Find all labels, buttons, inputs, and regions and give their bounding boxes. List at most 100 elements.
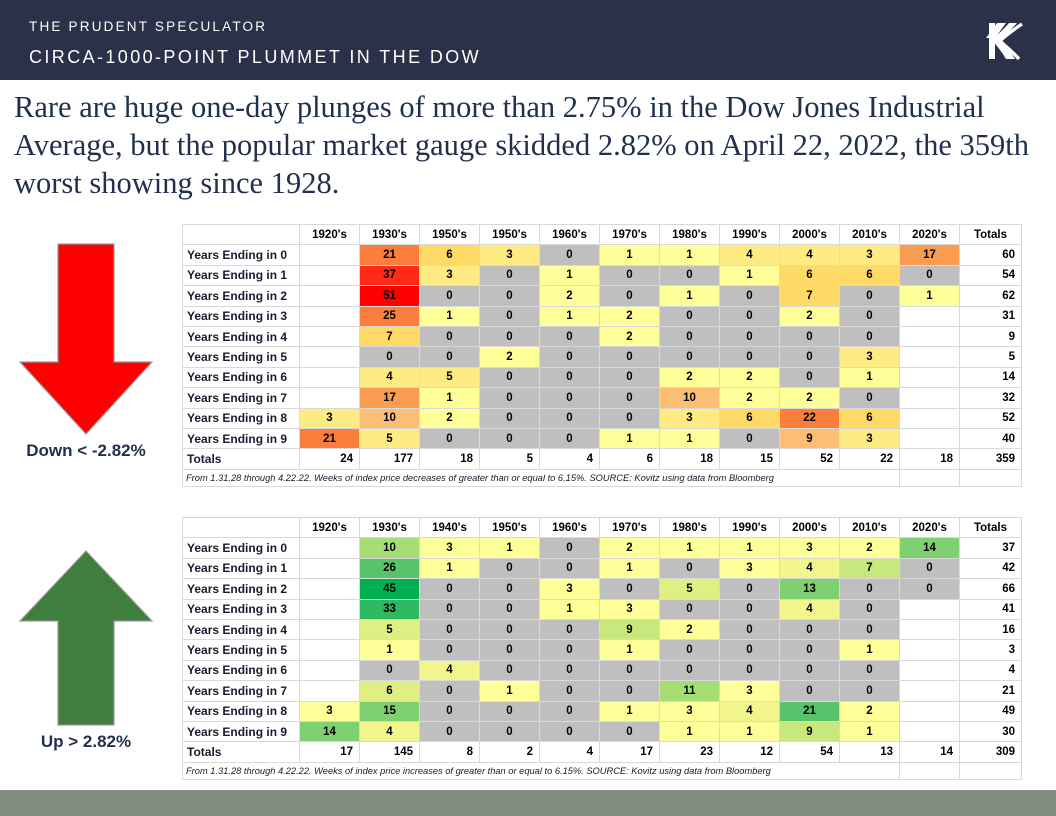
- grand-total: 359: [959, 448, 1022, 470]
- cell-r9-c8: 9: [779, 720, 840, 743]
- cell-r7-c1: 6: [359, 680, 420, 702]
- table-row: Years Ending in 3 25 1 0 1 2 0 0 2 0 31: [182, 305, 1022, 327]
- note-spacer-1: [899, 761, 960, 780]
- column-header-3: 1950's: [479, 516, 540, 539]
- column-header-9: 2010's: [839, 516, 900, 539]
- row-label: Years Ending in 5: [182, 639, 300, 661]
- cell-r3-c8: 2: [779, 305, 840, 327]
- table-note-row: From 1.31.28 through 4.22.22. Weeks of i…: [182, 468, 1022, 487]
- row-total: 3: [959, 639, 1022, 661]
- cell-r0-c8: 3: [779, 537, 840, 559]
- row-label: Years Ending in 0: [182, 537, 300, 559]
- cell-r1-c8: 4: [779, 557, 840, 580]
- cell-r9-c7: 0: [719, 427, 780, 450]
- cell-r9-c0: 14: [299, 720, 360, 743]
- cell-r8-c4: 0: [539, 407, 600, 429]
- column-total-10: 14: [899, 741, 960, 763]
- cell-r2-c6: 1: [659, 285, 720, 307]
- heatmap-table-up: 1920's 1930's 1940's 1950's 1960's 1970's 1980…: [182, 516, 1022, 780]
- cell-r1-c9: 6: [839, 264, 900, 287]
- cell-r2-c3: 0: [479, 578, 540, 600]
- cell-r2-c9: 0: [839, 285, 900, 307]
- cell-r5-c0: [299, 639, 360, 661]
- cell-r7-c4: 0: [539, 387, 600, 409]
- cell-r6-c3: 0: [479, 659, 540, 682]
- cell-r1-c7: 1: [719, 264, 780, 287]
- row-label: Years Ending in 2: [182, 578, 300, 600]
- totals-row-label: Totals: [182, 741, 300, 763]
- cell-r3-c0: [299, 305, 360, 327]
- column-header-1: 1930's: [359, 223, 420, 246]
- cell-r8-c5: 0: [599, 407, 660, 429]
- row-label: Years Ending in 8: [182, 407, 300, 429]
- cell-r5-c10: [899, 346, 960, 368]
- cell-r0-c7: 1: [719, 537, 780, 559]
- cell-r0-c0: [299, 537, 360, 559]
- column-total-10: 18: [899, 448, 960, 470]
- cell-r4-c5: 9: [599, 618, 660, 641]
- cell-r5-c2: 0: [419, 346, 480, 368]
- cell-r8-c9: 6: [839, 407, 900, 429]
- column-header-8: 2000's: [779, 516, 840, 539]
- cell-r8-c2: 0: [419, 700, 480, 722]
- column-total-2: 18: [419, 448, 480, 470]
- row-total: 52: [959, 407, 1022, 429]
- table-row: Years Ending in 0 10 3 1 0 2 1 1 3 2 14 37: [182, 537, 1022, 559]
- table-totals-row: Totals 24 177 18 5 4 6 18 15 52 22 18 359: [182, 448, 1022, 470]
- down-table: 1920's 1930's 1950's 1950's 1960's 1970's 1980…: [182, 223, 1022, 487]
- cell-r7-c6: 10: [659, 387, 720, 409]
- cell-r2-c9: 0: [839, 578, 900, 600]
- cell-r6-c5: 0: [599, 366, 660, 389]
- column-header-0: 1920's: [299, 223, 360, 246]
- cell-r0-c10: 17: [899, 244, 960, 266]
- cell-r7-c8: 0: [779, 680, 840, 702]
- cell-r8-c4: 0: [539, 700, 600, 722]
- table-note-row: From 1.31.28 through 4.22.22. Weeks of i…: [182, 761, 1022, 780]
- column-header-2: 1950's: [419, 223, 480, 246]
- cell-r6-c1: 0: [359, 659, 420, 682]
- column-header-5: 1970's: [599, 223, 660, 246]
- column-header-10: 2020's: [899, 516, 960, 539]
- cell-r9-c4: 0: [539, 720, 600, 743]
- cell-r3-c1: 25: [359, 305, 420, 327]
- cell-r5-c9: 3: [839, 346, 900, 368]
- row-label: Years Ending in 4: [182, 325, 300, 348]
- column-total-2: 8: [419, 741, 480, 763]
- cell-r8-c10: [899, 407, 960, 429]
- cell-r5-c5: 1: [599, 639, 660, 661]
- column-header-5: 1970's: [599, 516, 660, 539]
- cell-r8-c8: 21: [779, 700, 840, 722]
- column-total-1: 145: [359, 741, 420, 763]
- cell-r0-c1: 21: [359, 244, 420, 266]
- column-total-8: 52: [779, 448, 840, 470]
- cell-r7-c5: 0: [599, 680, 660, 702]
- cell-r9-c0: 21: [299, 427, 360, 450]
- table-row: Years Ending in 3 33 0 0 1 3 0 0 4 0 41: [182, 598, 1022, 620]
- cell-r3-c2: 0: [419, 598, 480, 620]
- cell-r1-c7: 3: [719, 557, 780, 580]
- row-total: 42: [959, 557, 1022, 580]
- cell-r3-c7: 0: [719, 305, 780, 327]
- cell-r9-c10: [899, 427, 960, 450]
- cell-r9-c1: 5: [359, 427, 420, 450]
- cell-r2-c0: [299, 578, 360, 600]
- cell-r1-c5: 1: [599, 557, 660, 580]
- table-header-row: 1920's 1930's 1940's 1950's 1960's 1970's 1980…: [182, 516, 1022, 539]
- column-total-7: 12: [719, 741, 780, 763]
- cell-r5-c6: 0: [659, 346, 720, 368]
- cell-r9-c3: 0: [479, 720, 540, 743]
- table-note: From 1.31.28 through 4.22.22. Weeks of i…: [182, 468, 900, 487]
- cell-r4-c6: 0: [659, 325, 720, 348]
- page-title: CIRCA-1000-POINT PLUMMET IN THE DOW: [29, 47, 482, 67]
- cell-r6-c1: 4: [359, 366, 420, 389]
- column-header-7: 1990's: [719, 223, 780, 246]
- cell-r0-c9: 3: [839, 244, 900, 266]
- cell-r3-c8: 4: [779, 598, 840, 620]
- cell-r3-c0: [299, 598, 360, 620]
- table-row: Years Ending in 1 37 3 0 1 0 0 1 6 6 0 54: [182, 264, 1022, 287]
- cell-r5-c10: [899, 639, 960, 661]
- cell-r7-c4: 0: [539, 680, 600, 702]
- cell-r6-c7: 0: [719, 659, 780, 682]
- cell-r0-c3: 1: [479, 537, 540, 559]
- cell-r6-c10: [899, 659, 960, 682]
